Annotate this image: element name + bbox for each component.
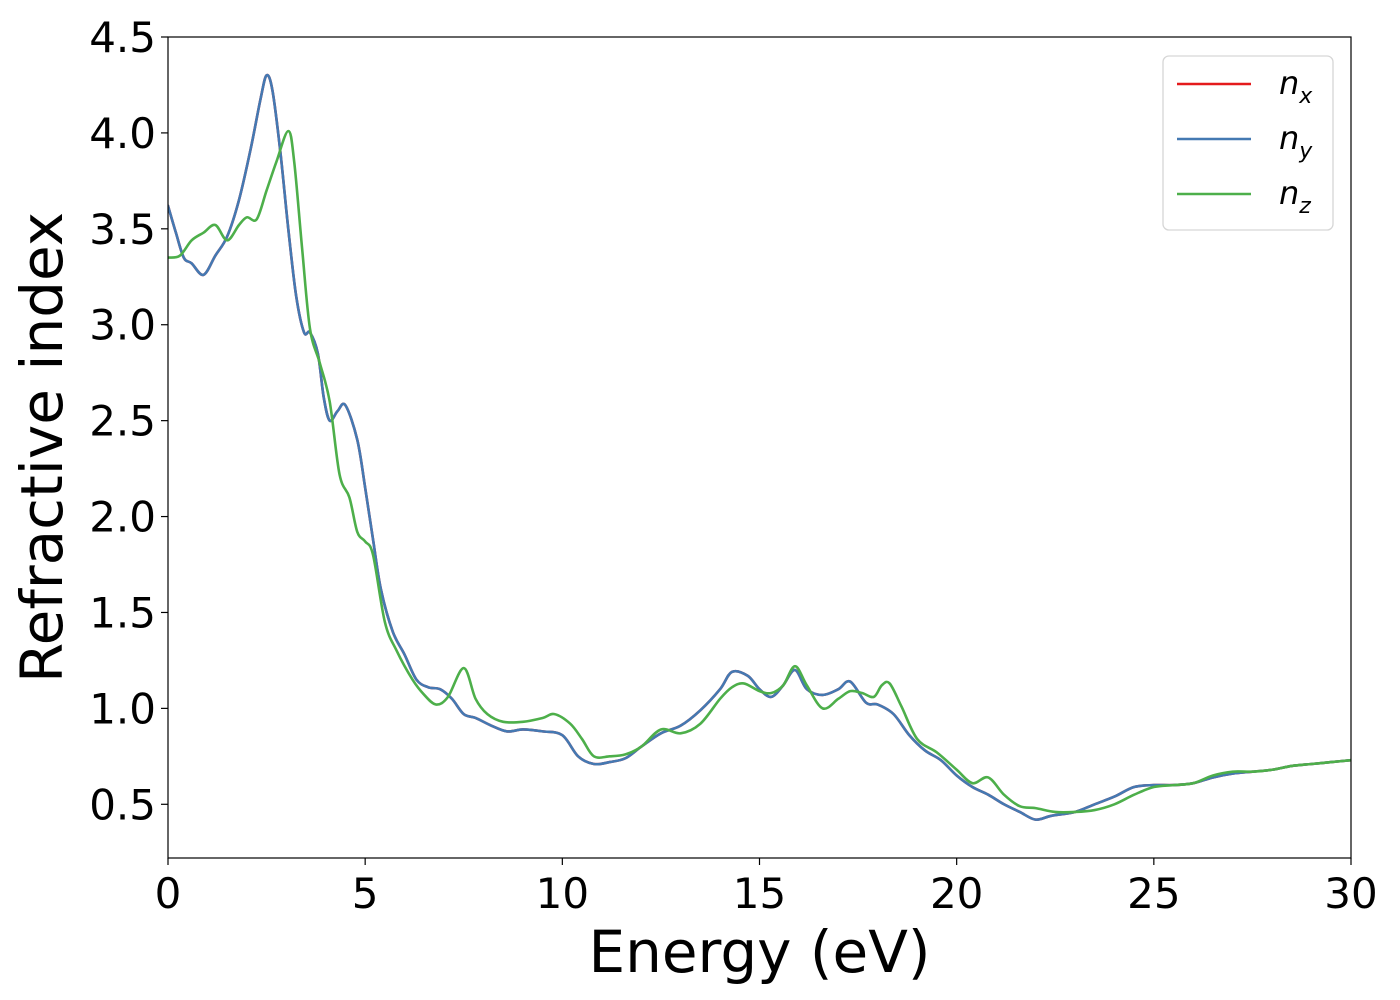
- y-tick-label: 4.0: [89, 109, 156, 158]
- y-axis-ticks: 0.5 1.0 1.5 2.0 2.5 3.0 3.5 4.0 4.5: [89, 13, 168, 829]
- y-tick-label: 4.5: [89, 13, 156, 62]
- x-tick-label: 15: [733, 869, 786, 918]
- legend-label-nz: nz: [1279, 174, 1311, 219]
- x-tick-label: 5: [352, 869, 379, 918]
- y-tick-label: 3.0: [89, 301, 156, 350]
- x-tick-label: 0: [155, 869, 182, 918]
- legend-label-nx: nx: [1279, 64, 1313, 109]
- y-tick-label: 2.5: [89, 397, 156, 446]
- y-tick-label: 1.5: [89, 588, 156, 637]
- x-tick-label: 10: [536, 869, 589, 918]
- y-axis-title: Refractive index: [8, 212, 76, 683]
- legend-box: [1162, 55, 1334, 231]
- legend: nx ny nz: [1162, 55, 1334, 231]
- x-tick-label: 30: [1324, 869, 1377, 918]
- series-lines: [168, 73, 1351, 822]
- x-tick-label: 20: [930, 869, 983, 918]
- x-axis-ticks: 0 5 10 15 20 25 30: [155, 858, 1378, 918]
- series-line-nz: [168, 129, 1351, 814]
- y-tick-label: 2.0: [89, 493, 156, 542]
- x-tick-label: 25: [1127, 869, 1180, 918]
- x-axis-title: Energy (eV): [588, 918, 930, 986]
- y-tick-label: 0.5: [89, 780, 156, 829]
- y-tick-label: 3.5: [89, 205, 156, 254]
- legend-label-ny: ny: [1279, 119, 1313, 164]
- y-tick-label: 1.0: [89, 684, 156, 733]
